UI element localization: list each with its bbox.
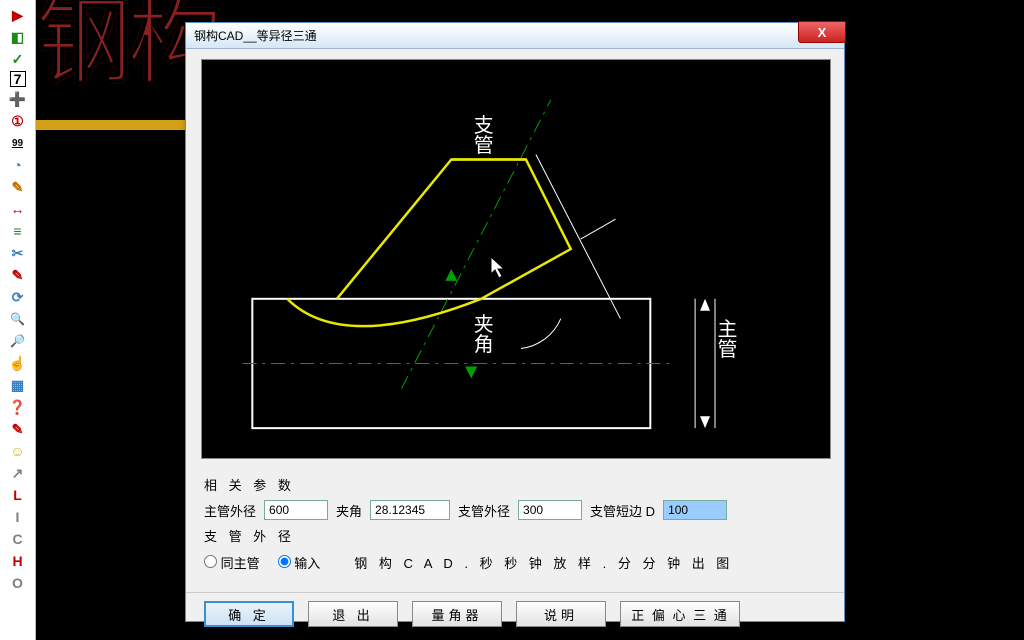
ok-button[interactable]: 确 定 [204, 601, 294, 627]
toolbar-icon[interactable]: ≡ [8, 221, 28, 241]
branch-short-label: 支管短边 D [590, 501, 655, 520]
close-button[interactable]: X [798, 21, 846, 43]
param-row-values: 主管外径 夹角 支管外径 支管短边 D [204, 500, 826, 520]
toolbar-icon[interactable]: C [8, 529, 28, 549]
toolbar-icon[interactable]: ☺ [8, 441, 28, 461]
angle-arc [521, 319, 561, 349]
toolbar-icon[interactable]: 🔎 [8, 331, 28, 351]
label-angle: 夹角 [470, 313, 493, 353]
exit-button[interactable]: 退 出 [308, 601, 398, 627]
banner-underline [36, 120, 186, 130]
branch-short-input[interactable] [663, 500, 727, 520]
angle-input[interactable] [370, 500, 450, 520]
params-area: 相 关 参 数 主管外径 夹角 支管外径 支管短边 D 支 管 外 径 同主管 … [186, 469, 844, 586]
branch-diameter-input[interactable] [518, 500, 582, 520]
dim-branch-line [536, 155, 621, 319]
toolbar-icon[interactable]: ⟳ [8, 287, 28, 307]
main-diameter-input[interactable] [264, 500, 328, 520]
toolbar-icon[interactable]: O [8, 573, 28, 593]
toolbar-icon[interactable]: ▦ [8, 375, 28, 395]
branch-section-label: 支 管 外 径 [204, 526, 826, 545]
protractor-button[interactable]: 量角器 [412, 601, 502, 627]
toolbar-icon[interactable]: ➕ [8, 89, 28, 109]
diagram-svg: 支管 夹角 主管 [202, 60, 830, 458]
toolbar-icon[interactable]: ✎ [8, 419, 28, 439]
branch-diameter-label: 支管外径 [458, 501, 510, 520]
eccentric-button[interactable]: 正 偏 心 三 通 [620, 601, 740, 627]
toolbar-icon[interactable]: ❓ [8, 397, 28, 417]
main-diameter-label: 主管外径 [204, 501, 256, 520]
help-button[interactable]: 说明 [516, 601, 606, 627]
radio-input-input[interactable] [278, 555, 291, 568]
button-row: 确 定 退 出 量角器 说明 正 偏 心 三 通 [186, 592, 844, 635]
toolbar-icon[interactable]: ↗ [8, 463, 28, 483]
toolbar-icon[interactable]: ↔ [8, 199, 28, 219]
label-branch: 支管 [470, 114, 493, 154]
params-section-label: 相 关 参 数 [204, 475, 826, 494]
toolbar-icon[interactable]: ✂ [8, 243, 28, 263]
angle-label: 夹角 [336, 501, 362, 520]
toolbar-icon[interactable]: ✎ [8, 177, 28, 197]
branch-radio-row: 同主管 输入 钢 构 C A D . 秒 秒 钟 放 样 . 分 分 钟 出 图 [204, 553, 826, 572]
toolbar-icon[interactable]: ✓ [8, 49, 28, 69]
radio-same-input[interactable] [204, 555, 217, 568]
toolbar-icon[interactable]: ☝ [8, 353, 28, 373]
left-toolbar: ▶◧✓7➕①99◔✎↔≡✂✎⟳🔍🔎☝▦❓✎☺↗LICHO [0, 0, 36, 640]
branch-outline [287, 160, 571, 327]
radio-same-main[interactable]: 同主管 [204, 553, 260, 572]
toolbar-icon[interactable]: ◧ [8, 27, 28, 47]
toolbar-icon[interactable]: ▶ [8, 5, 28, 25]
toolbar-icon[interactable]: 7 [10, 71, 26, 87]
slogan-text: 钢 构 C A D . 秒 秒 钟 放 样 . 分 分 钟 出 图 [354, 553, 733, 572]
toolbar-icon[interactable]: ◔ [8, 155, 28, 175]
close-icon: X [818, 25, 827, 40]
dialog-titlebar[interactable]: 钢构CAD__等异径三通 X [186, 23, 844, 49]
toolbar-icon[interactable]: I [8, 507, 28, 527]
toolbar-icon[interactable]: 🔍 [8, 309, 28, 329]
toolbar-icon[interactable]: ① [8, 111, 28, 131]
toolbar-icon[interactable]: L [8, 485, 28, 505]
toolbar-icon[interactable]: H [8, 551, 28, 571]
label-main: 主管 [714, 318, 737, 358]
diagram-canvas: 支管 夹角 主管 [201, 59, 831, 459]
dialog-title: 钢构CAD__等异径三通 [194, 27, 317, 44]
tee-dialog: 钢构CAD__等异径三通 X 支管 夹角 [185, 22, 845, 622]
toolbar-icon[interactable]: 99 [8, 133, 28, 153]
toolbar-icon[interactable]: ✎ [8, 265, 28, 285]
radio-input-value[interactable]: 输入 [278, 553, 321, 572]
